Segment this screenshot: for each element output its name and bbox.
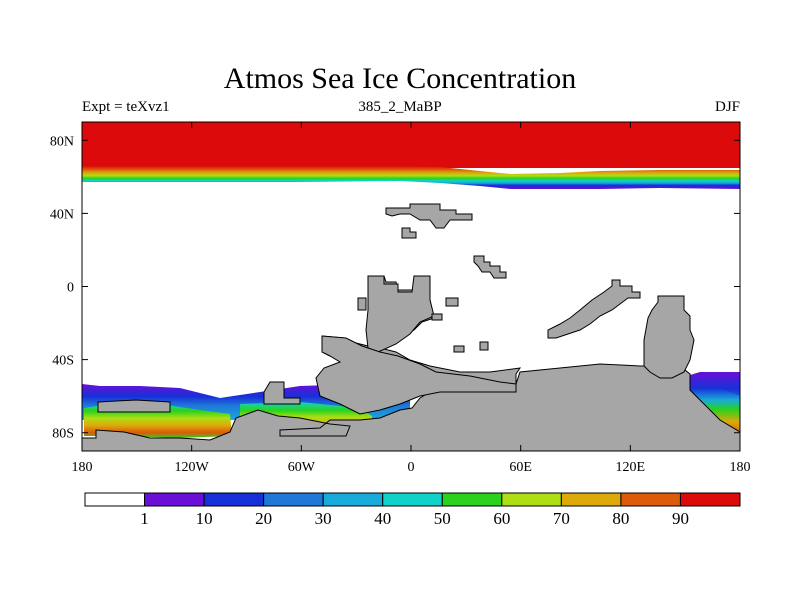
colorbar-label: 90 <box>672 509 689 528</box>
colorbar-swatch <box>263 492 324 507</box>
island-2 <box>445 297 459 307</box>
x-tick-label: 180 <box>730 460 751 475</box>
y-axis: 80N 40N 0 40S 80S <box>50 134 740 442</box>
colorbar-label: 30 <box>315 509 332 528</box>
island-3 <box>431 313 443 321</box>
north-landmass-1 <box>385 203 473 229</box>
colorbar-swatch <box>560 492 622 507</box>
colorbar-label: 50 <box>434 509 451 528</box>
arctic-ice-cap <box>82 122 740 168</box>
island-5 <box>479 341 489 351</box>
southern-eastern-landmass <box>643 295 695 379</box>
colorbar-label: 80 <box>612 509 629 528</box>
colorbar-label: 60 <box>493 509 510 528</box>
colorbar-label: 10 <box>196 509 213 528</box>
colorbar-swatch <box>84 492 146 507</box>
x-axis: 180 120W 60W 0 60E 120E 180 <box>72 122 751 475</box>
y-tick-label: 80S <box>52 427 74 442</box>
north-landmass-3 <box>473 255 507 279</box>
colorbar-label: 20 <box>255 509 272 528</box>
colorbar-swatch <box>382 492 443 507</box>
y-tick-label: 0 <box>67 281 74 296</box>
x-tick-label: 60W <box>288 460 316 475</box>
colorbar-swatch <box>322 492 384 507</box>
x-tick-label: 0 <box>408 460 415 475</box>
north-landmass-2 <box>401 227 417 239</box>
arctic-ice-edge <box>82 166 740 189</box>
island-1 <box>357 297 367 311</box>
colorbar-label: 1 <box>140 509 149 528</box>
colorbar-swatch <box>441 492 503 507</box>
island-4 <box>453 345 465 353</box>
colorbar: 1 10 20 30 40 50 60 70 80 90 <box>84 492 741 528</box>
colorbar-swatch <box>620 492 681 507</box>
colorbar-swatch <box>501 492 562 507</box>
period-label: 385_2_MaBP <box>358 99 442 115</box>
eastern-landmass <box>547 279 641 339</box>
experiment-label: Expt = teXvz1 <box>82 99 170 115</box>
colorbar-swatch <box>203 492 265 507</box>
x-tick-label: 180 <box>72 460 93 475</box>
y-tick-label: 80N <box>50 134 74 149</box>
x-tick-label: 120E <box>616 460 646 475</box>
y-tick-label: 40N <box>50 207 74 222</box>
colorbar-swatch <box>144 492 205 507</box>
x-tick-label: 60E <box>509 460 532 475</box>
colorbar-label: 70 <box>553 509 570 528</box>
south-atlantic-landmass <box>315 335 517 415</box>
africa-body <box>365 275 435 353</box>
colorbar-swatch <box>679 492 741 507</box>
x-tick-label: 120W <box>175 460 210 475</box>
y-tick-label: 40S <box>52 354 74 369</box>
season-label: DJF <box>714 99 740 115</box>
colorbar-label: 40 <box>374 509 391 528</box>
antarctic-peninsula <box>263 381 301 405</box>
west-antarctic-shelf <box>97 399 171 413</box>
plot-title: Atmos Sea Ice Concentration <box>223 62 577 95</box>
